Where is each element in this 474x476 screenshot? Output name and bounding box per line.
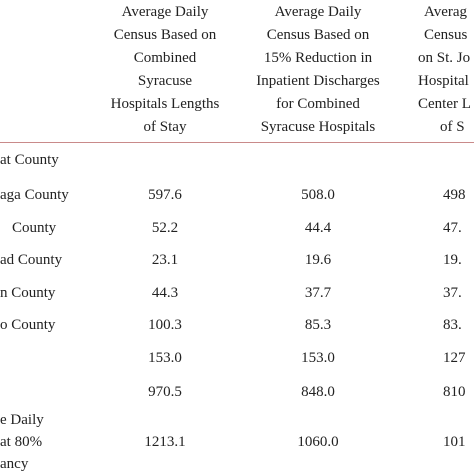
row-label: ancy [0,456,29,472]
cell: 1060.0 [297,434,339,450]
column-header: Inpatient Discharges [256,73,380,89]
column-header: Census [424,27,468,43]
cell: 47. [443,220,462,236]
row-label: County [12,220,57,236]
cell: 52.2 [151,220,179,236]
row-label: aga County [0,187,69,203]
cell: 810 [443,384,466,400]
cell: 848.0 [301,384,335,400]
row-label: o County [0,317,56,333]
cell: 44.3 [151,285,179,301]
cell: 37. [443,285,462,301]
cell: 19.6 [304,252,332,268]
column-header: Hospitals Lengths [110,96,220,112]
column-header: Average Daily [121,4,209,20]
cell: 85.3 [304,317,332,333]
row-label: n County [0,285,56,301]
cell: 101 [443,434,466,450]
column-header: for Combined [276,96,360,112]
column-header: Census Based on [266,27,370,43]
cell: 1213.1 [144,434,186,450]
row-label: at County [0,152,59,168]
cell: 37.7 [304,285,332,301]
column-header: of Stay [143,119,187,135]
row-label: at 80% [0,434,43,450]
cell: 100.3 [148,317,182,333]
column-header: Census Based on [113,27,217,43]
cell: 970.5 [148,384,182,400]
row-label: ad County [0,252,63,268]
row-label: e Daily [0,412,44,428]
cell: 597.6 [148,187,182,203]
cell: 19. [443,252,462,268]
column-header: Center L [418,96,471,112]
cell: 153.0 [148,350,182,366]
cell: 508.0 [301,187,335,203]
column-header: Hospital [418,73,469,89]
column-header: Average Daily [274,4,362,20]
header-rule [0,142,474,143]
cell: 127 [443,350,466,366]
column-header: of S [440,119,465,135]
cell: 44.4 [304,220,332,236]
cell: 498 [443,187,466,203]
column-header: Averag [424,4,468,20]
cell: 153.0 [301,350,335,366]
cell: 83. [443,317,462,333]
cell: 23.1 [151,252,179,268]
column-header: on St. Jo [418,50,471,66]
column-header: Combined [133,50,197,66]
column-header: Syracuse [137,73,193,89]
column-header: 15% Reduction in [263,50,373,66]
column-header: Syracuse Hospitals [260,119,376,135]
